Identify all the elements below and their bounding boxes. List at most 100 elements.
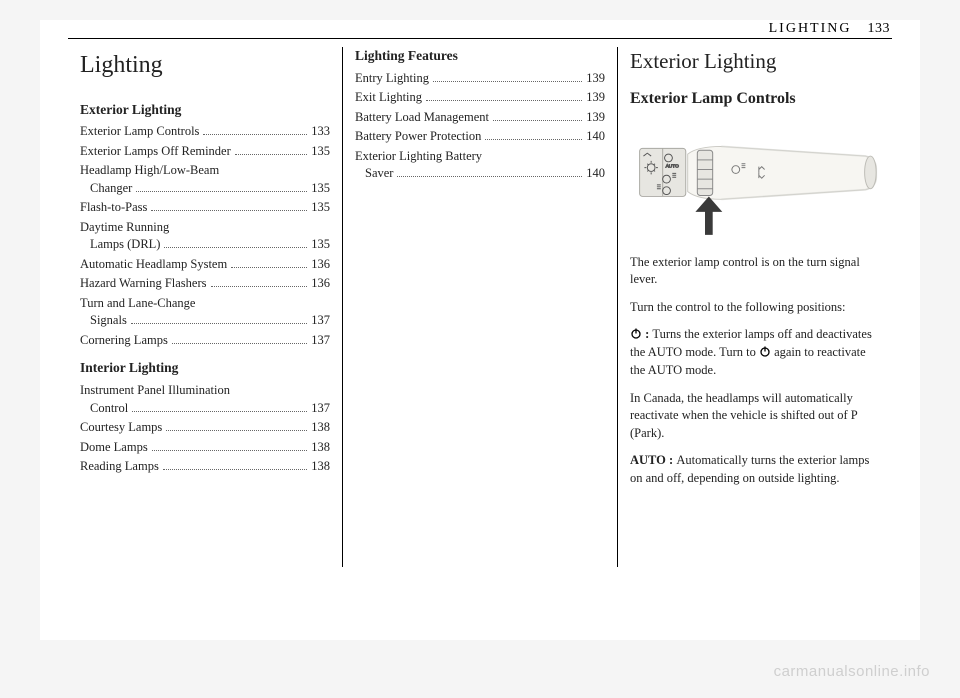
toc-label: Lamps (DRL): [80, 236, 160, 254]
toc-label: Battery Power Protection: [355, 128, 481, 146]
toc-dots: [235, 154, 307, 155]
toc-page: 137: [311, 400, 330, 418]
column-container: Lighting Exterior Lighting Exterior Lamp…: [68, 47, 892, 567]
toc-entry: Saver 140: [355, 165, 605, 183]
toc-label: Reading Lamps: [80, 458, 159, 476]
toc-label: Daytime Running: [80, 219, 330, 237]
toc-entry: Flash-to-Pass 135: [80, 199, 330, 217]
toc-entry: Entry Lighting 139: [355, 70, 605, 88]
toc-label: Exterior Lamps Off Reminder: [80, 143, 231, 161]
auto-label-icon: AUTO: [666, 163, 680, 169]
body-paragraph: : Turns the exterior lamps off and deact…: [630, 326, 880, 379]
body-paragraph: Turn the control to the following positi…: [630, 299, 880, 317]
toc-label: Saver: [355, 165, 393, 183]
toc-page: 139: [586, 70, 605, 88]
toc-group-title: Lighting Features: [355, 47, 605, 66]
chapter-title: Lighting: [80, 49, 330, 83]
toc-page: 140: [586, 165, 605, 183]
column-2: Lighting Features Entry Lighting 139 Exi…: [342, 47, 617, 567]
toc-label: Battery Load Management: [355, 109, 489, 127]
toc-page: 136: [311, 275, 330, 293]
manual-page: LIGHTING 133 Lighting Exterior Lighting …: [40, 20, 920, 640]
toc-entry: Changer 135: [80, 180, 330, 198]
toc-label: Dome Lamps: [80, 439, 148, 457]
rotary-knob-icon: [697, 150, 712, 195]
column-3: Exterior Lighting Exterior Lamp Controls: [617, 47, 892, 567]
toc-dots: [151, 210, 307, 211]
toc-label: Instrument Panel Illumination: [80, 382, 330, 400]
sub-heading: Exterior Lamp Controls: [630, 88, 880, 110]
toc-page: 140: [586, 128, 605, 146]
toc-label: Automatic Headlamp System: [80, 256, 227, 274]
toc-dots: [433, 81, 582, 82]
toc-page: 138: [311, 439, 330, 457]
toc-group-title: Exterior Lighting: [80, 101, 330, 120]
toc-entry: Cornering Lamps 137: [80, 332, 330, 350]
body-paragraph: In Canada, the headlamps will automatica…: [630, 390, 880, 443]
toc-dots: [493, 120, 582, 121]
toc-dots: [172, 343, 307, 344]
toc-entry: Reading Lamps 138: [80, 458, 330, 476]
toc-entry: Automatic Headlamp System 136: [80, 256, 330, 274]
header-rule: [68, 38, 892, 39]
toc-page: 136: [311, 256, 330, 274]
toc-entry: Signals 137: [80, 312, 330, 330]
toc-dots: [231, 267, 307, 268]
toc-dots: [166, 430, 307, 431]
toc-dots: [136, 191, 307, 192]
toc-label: Cornering Lamps: [80, 332, 168, 350]
toc-dots: [211, 286, 308, 287]
header-page-number: 133: [868, 21, 891, 36]
toc-entry: Courtesy Lamps 138: [80, 419, 330, 437]
toc-entry: Lamps (DRL) 135: [80, 236, 330, 254]
toc-label: Hazard Warning Flashers: [80, 275, 207, 293]
toc-dots: [132, 411, 307, 412]
toc-page: 135: [311, 143, 330, 161]
toc-entry: Hazard Warning Flashers 136: [80, 275, 330, 293]
toc-label: Turn and Lane-Change: [80, 295, 330, 313]
toc-group-title: Interior Lighting: [80, 359, 330, 378]
power-off-icon: [630, 327, 642, 345]
toc-entry: Exterior Lamps Off Reminder 135: [80, 143, 330, 161]
toc-label: Courtesy Lamps: [80, 419, 162, 437]
toc-dots: [164, 247, 307, 248]
body-paragraph: AUTO : Automatically turns the exterior …: [630, 452, 880, 487]
toc-entry: Dome Lamps 138: [80, 439, 330, 457]
watermark: carmanualsonline.info: [774, 663, 930, 680]
toc-entry: Exit Lighting 139: [355, 89, 605, 107]
toc-label: Exterior Lighting Battery: [355, 148, 605, 166]
toc-entry: Battery Load Management 139: [355, 109, 605, 127]
toc-label: Changer: [80, 180, 132, 198]
toc-dots: [131, 323, 307, 324]
main-heading: Exterior Lighting: [630, 47, 880, 76]
toc-page: 135: [311, 180, 330, 198]
toc-page: 133: [311, 123, 330, 141]
toc-label: Flash-to-Pass: [80, 199, 147, 217]
toc-label: Signals: [80, 312, 127, 330]
toc-page: 139: [586, 89, 605, 107]
body-paragraph: The exterior lamp control is on the turn…: [630, 254, 880, 289]
auto-bold: AUTO :: [630, 453, 676, 467]
toc-entry: Battery Power Protection 140: [355, 128, 605, 146]
toc-dots: [485, 139, 582, 140]
toc-dots: [203, 134, 307, 135]
toc-page: 137: [311, 312, 330, 330]
toc-dots: [397, 176, 582, 177]
arrow-up-icon: [695, 196, 722, 234]
toc-entry: Control 137: [80, 400, 330, 418]
header-section: LIGHTING: [769, 21, 852, 36]
power-off-icon: [759, 345, 771, 363]
toc-page: 138: [311, 419, 330, 437]
toc-label: Entry Lighting: [355, 70, 429, 88]
toc-label: Exterior Lamp Controls: [80, 123, 199, 141]
toc-dots: [163, 469, 307, 470]
toc-page: 139: [586, 109, 605, 127]
toc-page: 138: [311, 458, 330, 476]
toc-dots: [152, 450, 308, 451]
running-header: LIGHTING 133: [68, 21, 892, 37]
lamp-control-illustration: AUTO: [630, 125, 880, 240]
toc-label: Control: [80, 400, 128, 418]
colon-bold: :: [642, 327, 652, 341]
toc-page: 135: [311, 199, 330, 217]
toc-entry: Exterior Lamp Controls 133: [80, 123, 330, 141]
